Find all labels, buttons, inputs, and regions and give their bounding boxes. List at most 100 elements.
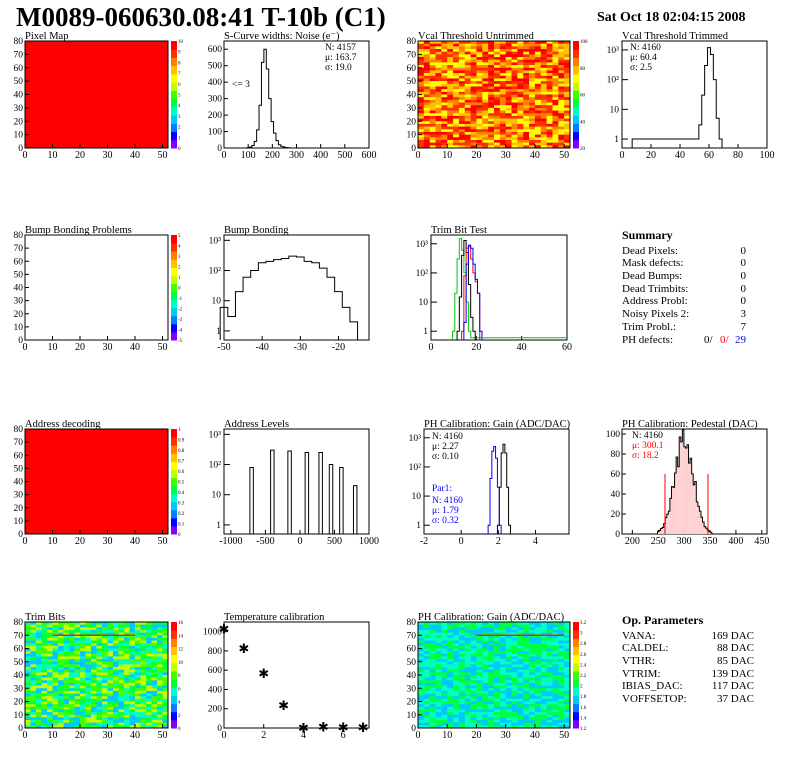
vcal-untrimmed-cell [418,102,425,106]
trim-bits-cell [129,667,136,670]
vcal-untrimmed-cell [564,46,571,50]
trim-bits-cell [151,717,158,721]
trim-bits-cell [162,722,169,726]
vcal-untrimmed-cell [476,137,483,141]
ph-gain-map-cell [453,682,460,686]
vcal-untrimmed-cell [494,73,501,77]
vcal-untrimmed-cell [464,46,471,50]
trim-bits-cell [80,643,86,647]
vcal-untrimmed-cell [435,142,442,146]
trim-bits-cell [63,672,70,676]
vcal-untrimmed-cell [546,102,553,106]
trim-bits-cell [91,717,97,721]
ph-gain-map-cell [470,651,477,655]
vcal-untrimmed-cell [534,49,542,52]
vcal-untrimmed-cell [534,123,542,127]
trim-bits-cell [162,682,169,686]
trim-bits-ytick-label: 70 [14,631,24,641]
trim-bits-cell [102,690,108,694]
vcal-untrimmed-cell [505,99,512,103]
bump-problems-palette-label: -3 [178,318,183,323]
ph-gain-map-cell [534,664,542,668]
ph-gain-map-cell [534,629,542,633]
trim-bits-cell [157,632,163,636]
vcal-untrimmed-cell [423,142,430,146]
ph-gain-map-cell [523,622,530,625]
ph-gain-map-cell [441,645,448,649]
trim-bits-xtick-label: 30 [103,730,113,741]
bump-problems-palette-cell [171,315,177,325]
ph-gain-map-cell [429,690,436,694]
vcal-untrimmed-cell [458,139,466,143]
trim-bit-test-title: Trim Bit Test [431,225,487,236]
trim-bits-cell [113,648,119,652]
scurve-noise-xtick-label: 300 [289,150,304,161]
ph-gain-map-cell [552,656,559,660]
trim-bits-cell [157,648,163,652]
vcal-untrimmed-cell [470,123,477,127]
trim-bits-cell [52,677,59,681]
vcal-untrimmed-cell [482,121,489,125]
address-decoding-palette-cell [171,501,177,511]
vcal-untrimmed-cell [540,73,547,77]
trim-bits-cell [118,637,125,641]
trim-bits-cell [52,635,59,639]
ph-gain-map-cell [482,701,489,705]
vcal-untrimmed-cell [494,49,501,52]
vcal-untrimmed-cell [540,123,547,127]
ph-gain-map-cell [517,632,524,636]
vcal-untrimmed-cell [418,113,425,117]
vcal-untrimmed-cell [429,129,436,133]
trim-bits-cell [74,696,81,700]
ph-gain-map-cell [423,622,430,625]
vcal-untrimmed-cell [476,83,483,87]
trim-bits-cell [162,667,169,670]
ph-gain-map-cell [435,698,442,702]
ph-gain-map-cell [488,698,495,702]
trim-bits-cell [162,656,169,660]
trim-bits-cell [107,629,114,633]
trim-bits-cell [146,622,152,625]
pixel-map-palette-cell [171,98,177,108]
vcal-untrimmed-cell [546,113,553,117]
trim-bits-cell [157,698,163,702]
trim-bits-cell [162,661,169,665]
ph-gain-map-cell [523,667,530,670]
vcal-untrimmed-cell [494,137,501,141]
trim-bits-cell [63,677,70,681]
vcal-untrimmed-cell [552,67,559,71]
temperature-point: ✱ [258,666,269,681]
vcal-untrimmed-cell [540,137,547,141]
trim-bits-cell [124,667,130,670]
trim-bits-cell [151,701,158,705]
ph-gain-map-cell [534,661,542,665]
vcal-untrimmed-cell [453,97,460,101]
address-decoding-palette-label: 0.7 [178,460,185,465]
ph-gain-map-cell [534,690,542,694]
ph-gain-map-cell [418,669,425,673]
ph-gain-map-cell [552,645,559,649]
trim-bits-cell [36,722,42,726]
ph-gain-map-cell [529,659,536,663]
ph-gain-map-cell [552,696,559,700]
ph-gain-map-cell [552,714,559,718]
vcal-untrimmed-cell [546,118,553,122]
vcal-untrimmed-cell [447,99,454,103]
vcal-untrimmed-cell [441,110,448,114]
ph-gain-map-cell [529,725,536,729]
trim-bits-cell [162,704,169,708]
vcal-untrimmed-cell [511,83,518,87]
ph-gain-map-palette-label: 3.2 [580,621,587,626]
ph-gain-map-cell [505,629,512,633]
ph-gain-map-cell [546,640,553,644]
trim-bits-cell [47,672,53,676]
vcal-untrimmed-cell [505,115,512,119]
vcal-untrimmed-cell [488,51,495,55]
vcal-untrimmed-cell [458,99,466,103]
ph-gain-map-cell [540,672,547,676]
vcal-untrimmed-cell [505,139,512,143]
vcal-untrimmed-cell [423,118,430,122]
trim-bits-palette-cell [171,670,177,680]
vcal-untrimmed-cell [441,83,448,87]
trim-bits-cell [85,672,92,676]
